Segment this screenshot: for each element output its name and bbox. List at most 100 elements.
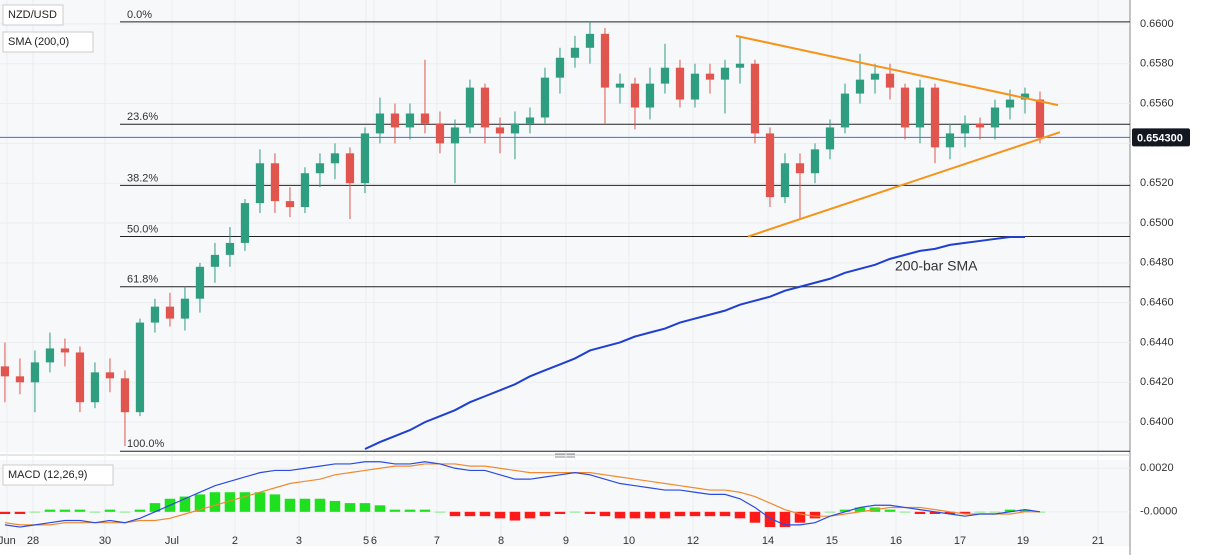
histogram-bar xyxy=(794,511,806,523)
histogram-bar xyxy=(914,511,926,514)
histogram-bar xyxy=(434,511,446,513)
macd-line xyxy=(4,461,1041,528)
candle-body xyxy=(300,173,310,208)
candle-body xyxy=(45,348,55,363)
y-tick-label: 0.0020 xyxy=(1140,462,1174,474)
histogram-bar xyxy=(419,509,431,512)
x-tick-label: 6 xyxy=(371,535,377,547)
y-tick-label: -0.0000 xyxy=(1140,506,1177,518)
candle-body xyxy=(330,153,340,164)
histogram-bar xyxy=(584,511,596,514)
histogram-bar xyxy=(0,511,11,514)
histogram-bar xyxy=(29,511,41,513)
candle-body xyxy=(135,322,145,413)
histogram-bar xyxy=(239,492,251,512)
histogram-bar xyxy=(254,492,266,512)
histogram-bar xyxy=(824,511,836,513)
sma-line xyxy=(364,235,1025,450)
histogram-bar xyxy=(449,511,461,517)
pane-handle[interactable] xyxy=(555,453,575,458)
candle-body xyxy=(960,123,970,134)
histogram-bar xyxy=(1004,509,1016,512)
candle-body xyxy=(915,87,925,128)
x-tick-label: 10 xyxy=(623,535,635,547)
histogram-bar xyxy=(974,511,986,513)
histogram-bar xyxy=(569,511,581,513)
x-tick-label: 17 xyxy=(954,535,966,547)
candle-body xyxy=(495,127,505,134)
histogram-bar xyxy=(464,511,476,517)
candle-body xyxy=(795,163,805,174)
histogram-bar xyxy=(374,505,386,512)
candle-body xyxy=(645,83,655,108)
histogram-bar xyxy=(44,509,56,512)
x-tick-label: 21 xyxy=(1092,535,1104,547)
histogram-bar xyxy=(1019,509,1031,512)
candle-body xyxy=(405,113,415,128)
histogram-bar xyxy=(344,503,356,512)
x-tick-label: 8 xyxy=(498,535,504,547)
candle-body xyxy=(255,163,265,204)
histogram-bar xyxy=(929,511,941,514)
histogram-bar xyxy=(509,511,521,521)
histogram-bar xyxy=(689,511,701,517)
histogram-bar xyxy=(179,496,191,512)
histogram-bar xyxy=(404,509,416,512)
histogram-bar xyxy=(299,498,311,512)
x-tick-label: Jun xyxy=(0,535,16,547)
fib-label: 61.8% xyxy=(127,274,158,286)
candle-body xyxy=(975,123,985,128)
candle-body xyxy=(615,83,625,88)
histogram-bar xyxy=(884,509,896,512)
candle-body xyxy=(195,266,205,299)
candle-body xyxy=(465,87,475,128)
x-tick-label: 30 xyxy=(99,535,111,547)
candle-body xyxy=(210,254,220,267)
histogram-bar xyxy=(599,511,611,517)
histogram-bar xyxy=(749,511,761,523)
x-tick-label: 15 xyxy=(826,535,838,547)
y-tick-label: 0.6560 xyxy=(1140,97,1174,109)
candle-body xyxy=(0,366,10,377)
histogram-bar xyxy=(899,511,911,513)
candle-body xyxy=(165,306,175,319)
histogram-bar xyxy=(134,509,146,512)
candle-body xyxy=(555,57,565,78)
histogram-bar xyxy=(674,511,686,517)
y-tick-label: 0.6460 xyxy=(1140,297,1174,309)
histogram-bar xyxy=(734,511,746,519)
histogram-bar xyxy=(74,509,86,512)
last-price-label: 0.654300 xyxy=(1137,132,1183,144)
fib-label: 100.0% xyxy=(127,438,165,450)
x-tick-label: Jul xyxy=(165,535,179,547)
legend-box[interactable] xyxy=(2,464,114,486)
y-tick-label: 0.6520 xyxy=(1140,177,1174,189)
histogram-bar xyxy=(149,503,161,512)
candle-body xyxy=(435,123,445,144)
candle-body xyxy=(345,153,355,184)
candle-body xyxy=(870,73,880,80)
candle-body xyxy=(315,163,325,174)
candle-body xyxy=(825,127,835,150)
candle-body xyxy=(180,298,190,319)
candle-body xyxy=(900,87,910,128)
histogram-bar xyxy=(704,511,716,517)
legend-box[interactable] xyxy=(2,4,64,26)
y-tick-label: 0.6400 xyxy=(1140,416,1174,428)
x-tick-label: 19 xyxy=(1017,535,1029,547)
candle-body xyxy=(1005,99,1015,108)
candle-body xyxy=(225,242,235,255)
candle-body xyxy=(240,203,250,243)
histogram-bar xyxy=(269,494,281,512)
histogram-bar xyxy=(89,511,101,513)
candle-body xyxy=(750,63,760,134)
candle-body xyxy=(540,77,550,118)
histogram-bar xyxy=(989,511,1001,513)
histogram-bar xyxy=(359,503,371,512)
x-tick-label: 3 xyxy=(296,535,302,547)
fib-label: 50.0% xyxy=(127,223,158,235)
y-tick-label: 0.6440 xyxy=(1140,336,1174,348)
x-tick-label: 2 xyxy=(232,535,238,547)
legend-box[interactable] xyxy=(2,31,94,53)
price-pane xyxy=(0,0,1130,452)
